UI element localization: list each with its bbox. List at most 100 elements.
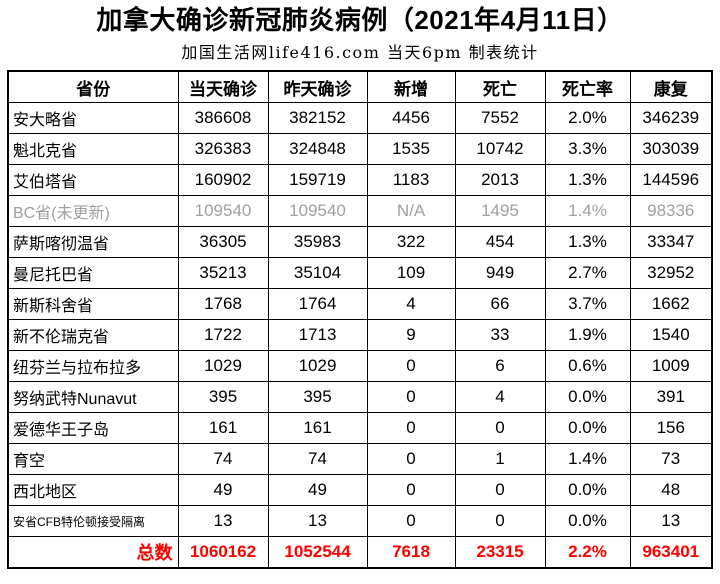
value-cell: 1.3%	[544, 164, 631, 196]
value-cell: 0	[366, 505, 456, 537]
value-cell: 2.7%	[544, 257, 631, 289]
value-cell: 324848	[267, 133, 368, 165]
value-cell: 1052544	[267, 536, 368, 569]
value-cell: 1535	[366, 133, 456, 165]
value-cell: 391	[629, 381, 713, 413]
value-cell: 10742	[454, 133, 546, 165]
province-cell: 努纳武特Nunavut	[7, 381, 179, 413]
table-row: BC省(未更新) 109540 109540 N/A 1495 1.4% 98336	[7, 195, 713, 227]
value-cell: 1.9%	[544, 319, 631, 351]
table-row: 艾伯塔省 160902 159719 1183 2013 1.3% 144596	[7, 164, 713, 196]
value-cell: 7552	[454, 102, 546, 134]
value-cell: 1713	[267, 319, 368, 351]
value-cell: 1.4%	[544, 195, 631, 227]
province-cell: 新斯科舍省	[7, 288, 179, 320]
table-row: 曼尼托巴省 35213 35104 109 949 2.7% 32952	[7, 257, 713, 289]
table-row: 安省CFB特伦顿接受隔离 13 13 0 0 0.0% 13	[7, 505, 713, 537]
province-cell: 纽芬兰与拉布拉多	[7, 350, 179, 382]
value-cell: 33347	[629, 226, 713, 258]
total-row: 总数 1060162 1052544 7618 23315 2.2% 963401	[7, 536, 713, 569]
table-header-row: 省份 当天确诊 昨天确诊 新增 死亡 死亡率 康复	[7, 70, 713, 103]
value-cell: 161	[267, 412, 368, 444]
page-subtitle: 加国生活网life416.com 当天6pm 制表统计	[181, 43, 539, 62]
province-cell: 安大略省	[7, 102, 179, 134]
value-cell: 4456	[366, 102, 456, 134]
value-cell: 49	[267, 474, 368, 506]
province-cell: 新不伦瑞克省	[7, 319, 179, 351]
table-row: 爱德华王子岛 161 161 0 0 0.0% 156	[7, 412, 713, 444]
value-cell: 322	[366, 226, 456, 258]
value-cell: 0	[366, 412, 456, 444]
value-cell: 74	[267, 443, 368, 475]
value-cell: 66	[454, 288, 546, 320]
value-cell: 0	[454, 412, 546, 444]
province-cell: 育空	[7, 443, 179, 475]
value-cell: 382152	[267, 102, 368, 134]
value-cell: 1183	[366, 164, 456, 196]
value-cell: 73	[629, 443, 713, 475]
covid-cases-table: 省份 当天确诊 昨天确诊 新增 死亡 死亡率 康复 安大略省 386608 382152 4456…	[7, 70, 713, 569]
value-cell: 160902	[177, 164, 269, 196]
value-cell: 1	[454, 443, 546, 475]
province-cell: 安省CFB特伦顿接受隔离	[7, 505, 179, 537]
table-body: 安大略省 386608 382152 4456 7552 2.0% 346239 魁北克省 32…	[7, 102, 713, 569]
value-cell: 2.2%	[544, 536, 631, 569]
value-cell: 6	[454, 350, 546, 382]
value-cell: 395	[177, 381, 269, 413]
value-cell: 454	[454, 226, 546, 258]
value-cell: 1540	[629, 319, 713, 351]
value-cell: 395	[267, 381, 368, 413]
page-title: 加拿大确诊新冠肺炎病例（2021年4月11日）	[96, 5, 624, 35]
value-cell: 161	[177, 412, 269, 444]
table-row: 纽芬兰与拉布拉多 1029 1029 0 6 0.6% 1009	[7, 350, 713, 382]
value-cell: 1029	[267, 350, 368, 382]
value-cell: 1009	[629, 350, 713, 382]
value-cell: 949	[454, 257, 546, 289]
value-cell: 35213	[177, 257, 269, 289]
province-cell: 艾伯塔省	[7, 164, 179, 196]
table-row: 新斯科舍省 1768 1764 4 66 3.7% 1662	[7, 288, 713, 320]
value-cell: 109	[366, 257, 456, 289]
value-cell: 0	[366, 474, 456, 506]
column-header-3: 新增	[366, 70, 456, 103]
value-cell: 0	[366, 350, 456, 382]
value-cell: 1495	[454, 195, 546, 227]
value-cell: 156	[629, 412, 713, 444]
value-cell: 13	[267, 505, 368, 537]
value-cell: 2.0%	[544, 102, 631, 134]
value-cell: 1029	[177, 350, 269, 382]
province-cell: 总数	[7, 536, 179, 569]
value-cell: 32952	[629, 257, 713, 289]
value-cell: 35983	[267, 226, 368, 258]
value-cell: N/A	[366, 195, 456, 227]
value-cell: 98336	[629, 195, 713, 227]
value-cell: 3.3%	[544, 133, 631, 165]
value-cell: 109540	[267, 195, 368, 227]
value-cell: 36305	[177, 226, 269, 258]
value-cell: 346239	[629, 102, 713, 134]
value-cell: 49	[177, 474, 269, 506]
province-cell: 魁北克省	[7, 133, 179, 165]
value-cell: 4	[454, 381, 546, 413]
value-cell: 0	[366, 381, 456, 413]
table-row: 萨斯喀彻温省 36305 35983 322 454 1.3% 33347	[7, 226, 713, 258]
value-cell: 303039	[629, 133, 713, 165]
value-cell: 1.3%	[544, 226, 631, 258]
column-header-2: 昨天确诊	[267, 70, 368, 103]
table-row: 魁北克省 326383 324848 1535 10742 3.3% 303039	[7, 133, 713, 165]
value-cell: 4	[366, 288, 456, 320]
value-cell: 1.4%	[544, 443, 631, 475]
value-cell: 326383	[177, 133, 269, 165]
value-cell: 1764	[267, 288, 368, 320]
value-cell: 0.0%	[544, 412, 631, 444]
value-cell: 35104	[267, 257, 368, 289]
table-row: 新不伦瑞克省 1722 1713 9 33 1.9% 1540	[7, 319, 713, 351]
value-cell: 0.0%	[544, 474, 631, 506]
value-cell: 74	[177, 443, 269, 475]
value-cell: 109540	[177, 195, 269, 227]
value-cell: 1060162	[177, 536, 269, 569]
column-header-6: 康复	[629, 70, 713, 103]
province-cell: 萨斯喀彻温省	[7, 226, 179, 258]
value-cell: 13	[177, 505, 269, 537]
value-cell: 159719	[267, 164, 368, 196]
